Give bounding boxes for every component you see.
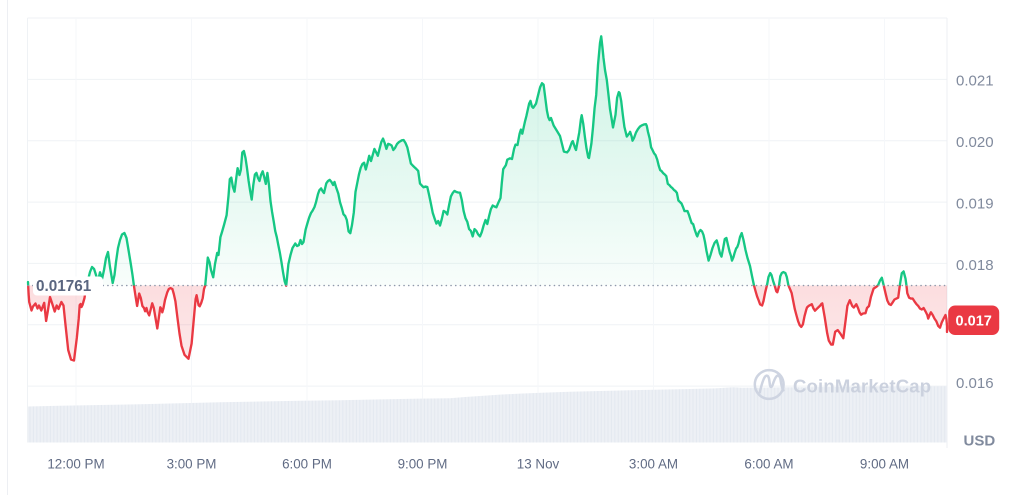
svg-text:USD: USD bbox=[964, 432, 996, 449]
svg-text:9:00 AM: 9:00 AM bbox=[860, 457, 909, 472]
svg-text:3:00 PM: 3:00 PM bbox=[167, 457, 217, 472]
svg-text:9:00 PM: 9:00 PM bbox=[398, 457, 448, 472]
svg-text:0.020: 0.020 bbox=[956, 134, 994, 151]
svg-text:0.016: 0.016 bbox=[956, 375, 994, 392]
svg-text:CoinMarketCap: CoinMarketCap bbox=[793, 376, 931, 397]
svg-text:3:00 AM: 3:00 AM bbox=[629, 457, 678, 472]
svg-text:0.017: 0.017 bbox=[956, 314, 992, 330]
svg-text:0.021: 0.021 bbox=[956, 73, 994, 90]
svg-text:12:00 PM: 12:00 PM bbox=[47, 457, 104, 472]
svg-text:6:00 PM: 6:00 PM bbox=[282, 457, 332, 472]
svg-text:6:00 AM: 6:00 AM bbox=[744, 457, 793, 472]
svg-text:0.019: 0.019 bbox=[956, 196, 994, 213]
svg-text:13 Nov: 13 Nov bbox=[517, 457, 560, 472]
svg-text:0.018: 0.018 bbox=[956, 257, 994, 274]
svg-text:0.01761: 0.01761 bbox=[36, 278, 92, 295]
